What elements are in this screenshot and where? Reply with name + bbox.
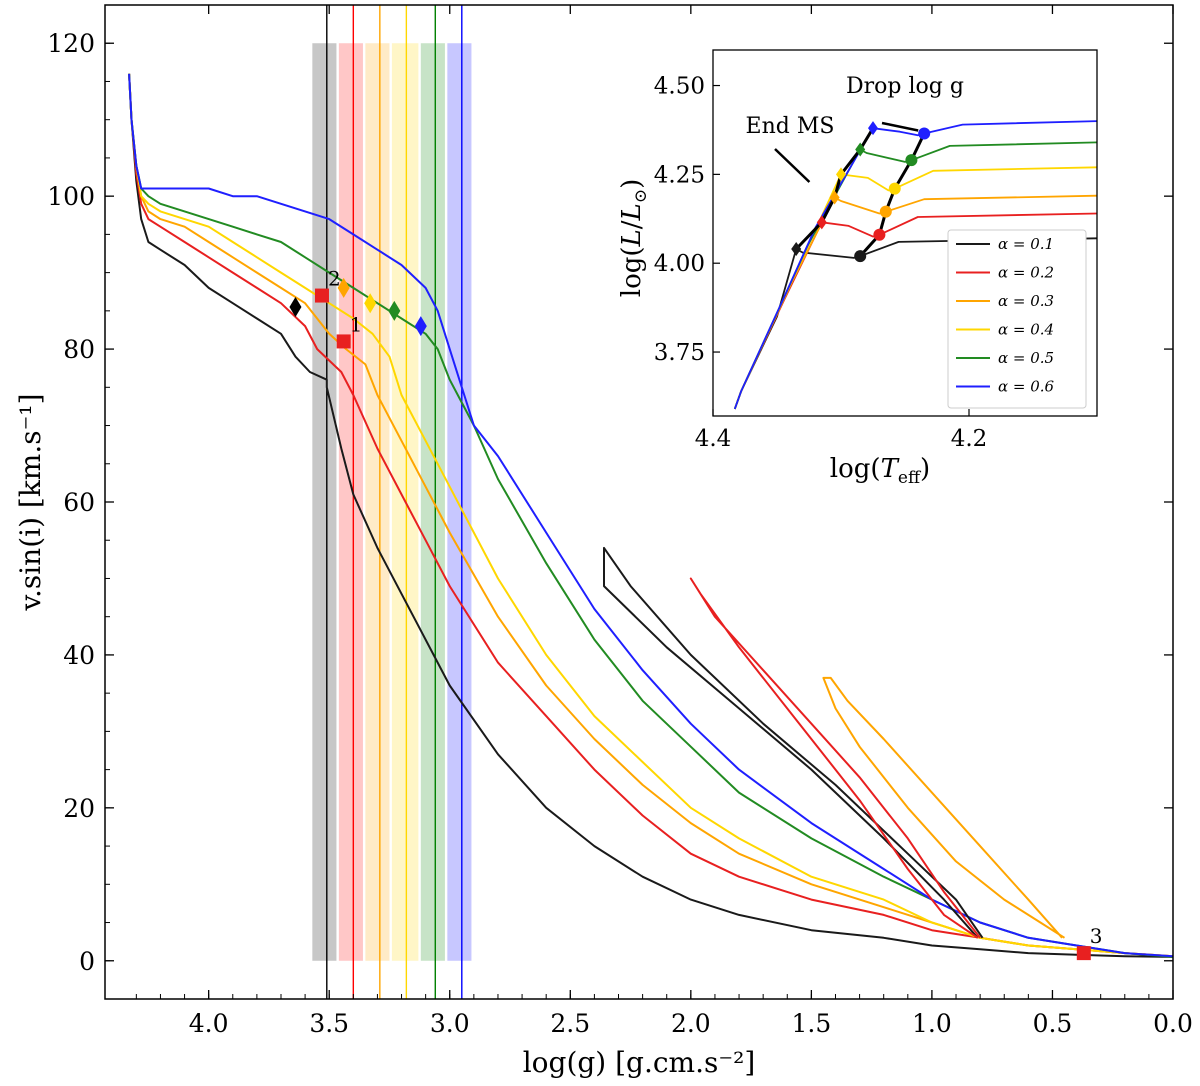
marker-7: [1076, 946, 1091, 961]
band-0: [312, 43, 337, 961]
inset-endms-marker-5: [868, 121, 878, 136]
y-tick-label-6: 120: [47, 29, 95, 58]
inset-legend: α = 0.1 α = 0.2 α = 0.3 α = 0.4 α = 0.5 α = 0…: [947, 229, 1087, 409]
marker-label-7: 3: [1090, 924, 1103, 948]
loop-line-1: [689, 577, 981, 939]
y-tick-label-0: 0: [79, 947, 95, 976]
inset-drop-marker-0: [854, 250, 867, 263]
main-x-label: log(g) [g.cm.s⁻²]: [523, 1046, 756, 1079]
inset-drop-marker-1: [873, 228, 886, 241]
inset-annotation-arrow-0: [881, 121, 919, 132]
inset-annotation-1: End MS: [746, 114, 835, 139]
marker-1: [314, 288, 329, 303]
inset-annotations: Drop log g End MS: [746, 74, 964, 183]
inset-drop-marker-3: [888, 182, 901, 195]
y-tick-label-2: 40: [63, 641, 95, 670]
inset-endms-marker-4: [855, 142, 866, 157]
band-1: [338, 43, 363, 961]
x-tick-label-8: 0.0: [1153, 1009, 1193, 1038]
y-tick-label-3: 60: [63, 488, 95, 517]
legend-label-2: α = 0.3: [998, 292, 1054, 310]
inset-annotation-arrow-1: [774, 148, 811, 183]
series-line-2: [128, 73, 1174, 958]
inset-legend-box: [947, 229, 1087, 409]
main-series: [128, 73, 1174, 958]
inset-y-tick-label-0: 3.75: [654, 340, 705, 366]
marker-2: [336, 334, 351, 349]
y-tick-label-5: 100: [47, 182, 95, 211]
series-line-0: [128, 73, 1174, 958]
main-markers: 21 3: [289, 267, 1103, 961]
inset-drop-marker-5: [918, 127, 931, 140]
inset-endms-marker-0: [791, 241, 802, 256]
marker-5: [388, 300, 401, 321]
loop-line-2: [822, 676, 1066, 939]
main-bands: [312, 5, 472, 999]
band-2: [365, 43, 390, 961]
inset-x-tick-label-1: 4.2: [951, 426, 988, 452]
inset-y-tick-label-2: 4.25: [654, 162, 705, 188]
series-line-4: [128, 73, 1174, 958]
inset-drop-marker-4: [905, 154, 918, 167]
marker-label-1: 2: [328, 267, 341, 291]
inset-annotation-0: Drop log g: [846, 74, 964, 99]
main-y-axis: 0 20 40 60 80 100 120: [47, 29, 1173, 976]
x-tick-label-5: 1.5: [791, 1009, 831, 1038]
inset-endms-marker-3: [836, 167, 846, 182]
series-line-1: [128, 73, 1174, 958]
series-line-3: [128, 73, 1174, 958]
main-y-label: v.sin(i) [km.s⁻¹]: [14, 393, 47, 611]
inset-endms-marker-1: [816, 215, 827, 230]
x-tick-label-3: 2.5: [550, 1009, 590, 1038]
legend-label-5: α = 0.6: [998, 378, 1055, 396]
marker-4: [364, 293, 377, 314]
x-tick-label-4: 2.0: [671, 1009, 711, 1038]
inset-drop-marker-2: [879, 205, 892, 218]
legend-label-4: α = 0.5: [998, 349, 1054, 367]
y-tick-label-4: 80: [63, 335, 95, 364]
x-tick-label-6: 1.0: [912, 1009, 952, 1038]
inset-track-5: [733, 120, 1098, 410]
inset-y-axis: 3.75 4.00 4.25 4.50: [654, 74, 720, 366]
inset-chart: 4.4 4.2 3.754.004.254.50 log(Teff) log(L/…: [617, 49, 1098, 488]
inset-x-tick-label-0: 4.4: [695, 426, 732, 452]
inset-markers: [791, 121, 931, 263]
loop-line-0: [603, 546, 984, 939]
inset-x-axis: 4.4 4.2: [695, 409, 988, 452]
marker-label-2: 1: [350, 312, 363, 336]
band-5: [447, 43, 472, 961]
main-x-axis: 4.0 3.5 3.0 2.5 2.0 1.5 1.0 0.5 0.0: [135, 5, 1193, 1038]
inset-y-tick-label-3: 4.50: [654, 74, 705, 100]
y-tick-label-1: 20: [63, 794, 95, 823]
marker-3: [337, 277, 350, 298]
marker-0: [289, 297, 302, 318]
x-tick-label-7: 0.5: [1033, 1009, 1073, 1038]
inset-y-tick-label-1: 4.00: [654, 251, 705, 277]
x-tick-label-0: 4.0: [189, 1009, 229, 1038]
series-line-5: [128, 73, 1174, 958]
x-tick-label-2: 3.0: [430, 1009, 470, 1038]
legend-label-0: α = 0.1: [998, 235, 1054, 253]
inset-frame: [712, 49, 1098, 417]
legend-label-3: α = 0.4: [998, 321, 1054, 339]
x-tick-label-1: 3.5: [309, 1009, 349, 1038]
legend-label-1: α = 0.2: [998, 264, 1054, 282]
marker-6: [414, 316, 427, 337]
inset-endms-marker-2: [829, 190, 840, 205]
